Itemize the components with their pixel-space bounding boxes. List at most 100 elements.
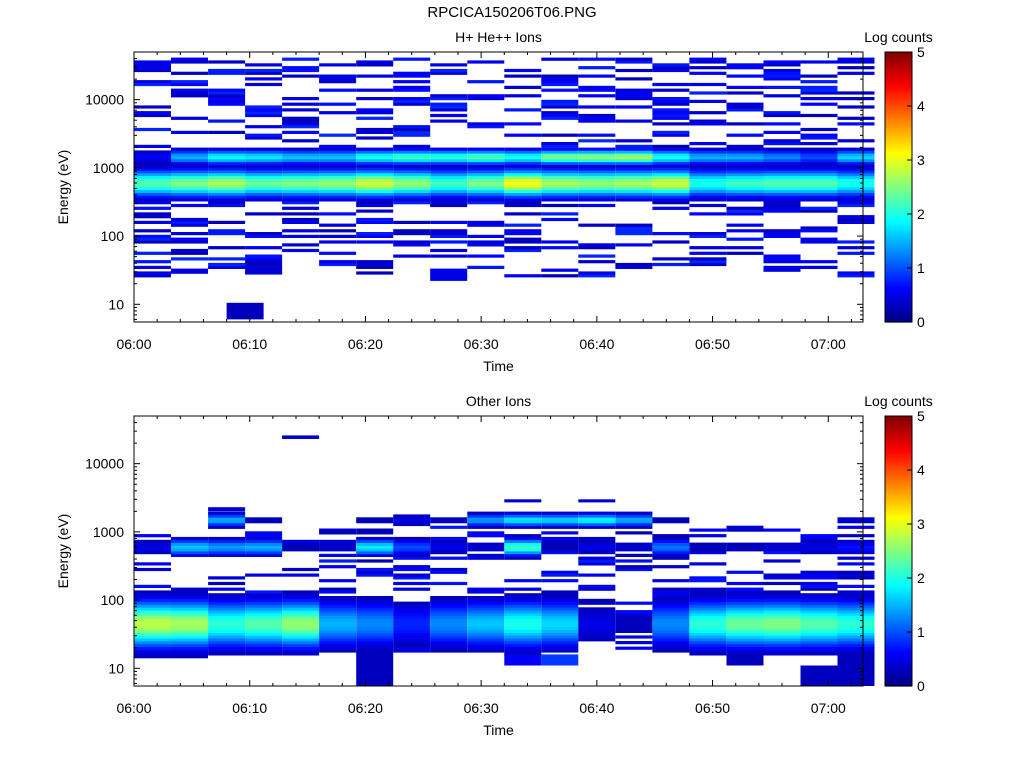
heatmap-cell	[467, 522, 505, 527]
heatmap-cell	[430, 97, 468, 101]
heatmap-cell	[689, 596, 727, 600]
heatmap-cell	[652, 641, 690, 645]
heatmap-cell	[689, 545, 727, 549]
heatmap-cell	[245, 187, 283, 191]
heatmap-cell	[504, 604, 542, 608]
heatmap-cell	[134, 170, 171, 174]
heatmap-cell	[652, 612, 690, 617]
heatmap-cell	[467, 80, 505, 84]
heatmap-cell	[467, 153, 505, 157]
heatmap-cell	[726, 593, 764, 597]
heatmap-cell	[689, 189, 727, 193]
heatmap-cell	[763, 139, 801, 143]
heatmap-cell	[319, 590, 357, 594]
heatmap-cell	[615, 198, 653, 202]
colorbar-swatch	[885, 286, 912, 289]
colorbar-swatch	[885, 184, 912, 188]
heatmap-cell	[763, 615, 801, 619]
heatmap-cell	[504, 635, 542, 639]
heatmap-cell	[282, 184, 320, 188]
heatmap-cell	[578, 189, 616, 193]
heatmap-cell	[652, 102, 690, 106]
heatmap-cell	[763, 184, 801, 188]
colorbar-swatch	[885, 582, 912, 586]
heatmap-cell	[467, 125, 505, 129]
heatmap-cell	[726, 590, 764, 594]
heatmap-cell	[763, 156, 801, 160]
heatmap-cell	[763, 542, 801, 546]
colorbar-swatch	[885, 198, 912, 202]
heatmap-cell	[393, 85, 431, 89]
heatmap-cell	[652, 181, 690, 185]
heatmap-cell	[356, 198, 394, 202]
colorbar-swatch	[885, 254, 912, 258]
heatmap-cell	[393, 576, 431, 580]
heatmap-cell	[615, 265, 653, 269]
heatmap-cell	[208, 102, 246, 106]
heatmap-cell	[837, 601, 875, 605]
heatmap-cell	[467, 60, 505, 64]
heatmap-cell	[652, 116, 690, 120]
heatmap-cell	[578, 607, 616, 611]
colorbar-swatch	[885, 555, 912, 559]
heatmap-cell	[134, 127, 171, 132]
heatmap-cell	[208, 596, 246, 600]
heatmap-cell	[652, 556, 690, 560]
heatmap-cell	[652, 643, 690, 647]
colorbar-swatch	[885, 616, 912, 620]
heatmap-cell	[726, 181, 764, 185]
heatmap-cell	[541, 570, 579, 574]
colorbar-swatch	[885, 515, 912, 518]
heatmap-cell	[837, 576, 875, 580]
colorbar-swatch	[885, 647, 912, 651]
heatmap-cell	[615, 567, 653, 572]
heatmap-cell	[134, 167, 171, 171]
heatmap-cell	[652, 534, 690, 538]
heatmap-cell	[541, 618, 579, 622]
heatmap-cell	[652, 99, 690, 103]
heatmap-cell	[763, 646, 801, 650]
heatmap-cell	[430, 598, 468, 602]
heatmap-cell	[282, 435, 320, 439]
heatmap-cell	[319, 212, 357, 216]
colorbar-swatch	[885, 200, 912, 204]
heatmap-cell	[578, 243, 616, 247]
heatmap-cell	[726, 548, 764, 552]
heatmap-cell	[208, 601, 246, 605]
heatmap-cell	[504, 187, 542, 191]
y-axis-label: Energy (eV)	[55, 150, 71, 225]
heatmap-cell	[356, 596, 394, 600]
heatmap-cell	[467, 545, 505, 549]
heatmap-cell	[467, 240, 505, 244]
heatmap-cell	[689, 147, 727, 151]
heatmap-cell	[615, 520, 653, 524]
colorbar-tick-label: 1	[917, 624, 925, 640]
heatmap-cell	[689, 587, 727, 591]
heatmap-cell	[282, 201, 320, 205]
heatmap-cell	[800, 226, 838, 230]
heatmap-cell	[245, 82, 283, 87]
heatmap-cell	[578, 260, 616, 264]
colorbar-swatch	[885, 115, 912, 118]
heatmap-cell	[319, 164, 357, 168]
heatmap-cell	[615, 243, 653, 247]
heatmap-cell	[726, 621, 764, 625]
colorbar-tick-label: 2	[917, 206, 925, 222]
heatmap-cell	[171, 94, 208, 98]
heatmap-cell	[356, 626, 394, 631]
heatmap-cell	[430, 113, 468, 118]
heatmap-cell	[763, 612, 801, 617]
heatmap-cell	[578, 542, 616, 546]
heatmap-cell	[282, 108, 320, 112]
heatmap-cell	[171, 610, 208, 614]
heatmap-cell	[208, 189, 246, 193]
heatmap-cell	[245, 539, 283, 543]
heatmap-cell	[319, 170, 357, 174]
heatmap-cell	[393, 161, 431, 165]
heatmap-cell	[393, 635, 431, 639]
heatmap-cell	[837, 167, 875, 171]
heatmap-cell	[430, 248, 468, 253]
heatmap-cell	[134, 229, 171, 233]
heatmap-cell	[800, 596, 838, 600]
heatmap-cell	[504, 201, 542, 205]
